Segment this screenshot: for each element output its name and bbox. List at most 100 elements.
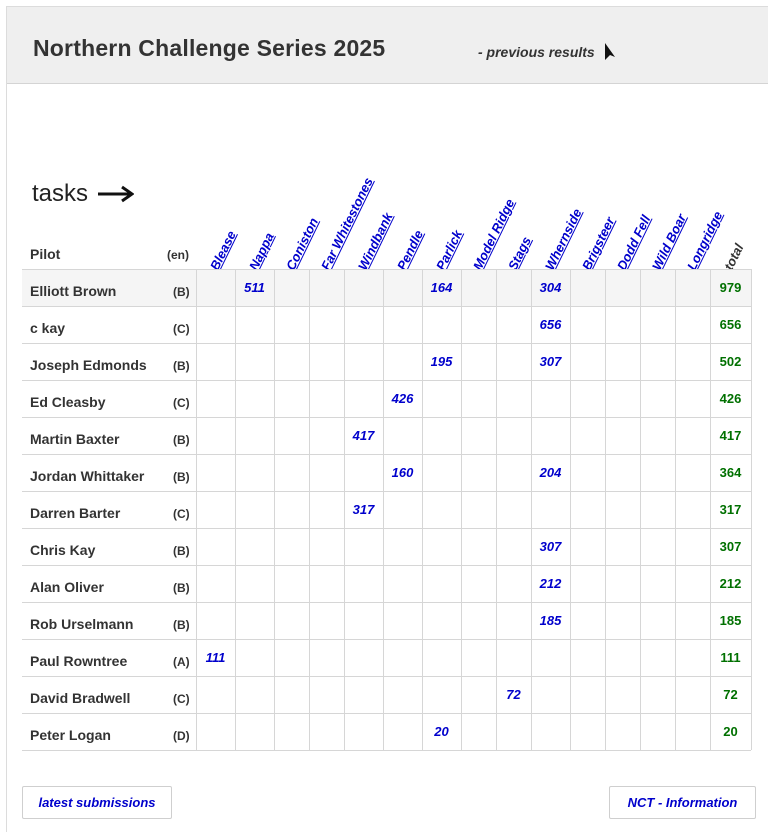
task-score[interactable]: 204 [539,465,562,480]
pilot-class: (C) [173,692,190,706]
grid-column-divider [383,269,384,750]
pilot-total: 111 [720,650,741,665]
pilot-name: Darren Barter [30,505,121,521]
pilot-class: (B) [173,470,190,484]
page-title: Northern Challenge Series 2025 [33,35,386,61]
grid-column-divider [751,269,752,750]
task-score[interactable]: 72 [506,687,521,702]
class-column-header: (en) [167,248,189,262]
table-row: Paul Rowntree (A) 111 111 [22,639,751,676]
task-score[interactable]: 417 [352,428,375,443]
task-score[interactable]: 195 [430,354,453,369]
grid-row-divider [22,269,751,270]
pointer-arrow-icon[interactable] [603,43,616,60]
grid-column-divider [196,269,197,750]
table-row: Martin Baxter (B) 417 417 [22,417,751,454]
table-row: Chris Kay (B) 307 307 [22,528,751,565]
table-row: Darren Barter (C) 317 317 [22,491,751,528]
pilot-total: 185 [719,613,742,628]
pilot-class: (B) [173,285,190,299]
table-row: Alan Oliver (B) 212 212 [22,565,751,602]
pilot-name: Paul Rowntree [30,653,128,669]
pilot-total: 307 [719,539,742,554]
grid-row-divider [22,491,751,492]
grid-column-divider [710,269,711,750]
table-row: Jordan Whittaker (B) 160 204 364 [22,454,751,491]
grid-row-divider [22,343,751,344]
grid-row-divider [22,528,751,529]
pilot-class: (B) [173,581,190,595]
pilot-class: (C) [173,322,190,336]
results-table: Elliott Brown (B) 511 164 304 979 c kay (C) 656 6… [22,269,752,751]
table-row: David Bradwell (C) 72 72 [22,676,751,713]
table-row: Elliott Brown (B) 511 164 304 979 [22,269,751,306]
task-score[interactable]: 111 [205,650,226,665]
pilot-name: Chris Kay [30,542,96,558]
grid-row-divider [22,380,751,381]
pilot-name: c kay [30,320,66,336]
pilot-total: 656 [719,317,742,332]
table-row: c kay (C) 656 656 [22,306,751,343]
pilot-total: 317 [719,502,742,517]
grid-row-divider [22,713,751,714]
task-score[interactable]: 20 [434,724,449,739]
pilot-column-header: Pilot [30,246,61,262]
pilot-name: Joseph Edmonds [30,357,147,373]
task-score[interactable]: 304 [539,280,562,295]
pilot-class: (C) [173,396,190,410]
grid-column-divider [640,269,641,750]
grid-column-divider [605,269,606,750]
pilot-name: Martin Baxter [30,431,120,447]
task-score[interactable]: 426 [391,391,414,406]
task-score[interactable]: 317 [352,502,375,517]
grid-row-divider [22,565,751,566]
grid-column-divider [570,269,571,750]
pilot-total: 20 [723,724,738,739]
tasks-label: tasks [32,180,89,207]
pilot-name: David Bradwell [30,690,131,706]
pilot-name: Alan Oliver [30,579,104,595]
right-arrow-icon [98,185,134,203]
task-score[interactable]: 164 [430,280,453,295]
pilot-total: 979 [719,280,742,295]
pilot-name: Peter Logan [30,727,111,743]
task-score[interactable]: 185 [539,613,562,628]
pilot-name: Jordan Whittaker [30,468,145,484]
task-score[interactable]: 307 [539,539,562,554]
grid-row-divider [22,639,751,640]
table-row: Rob Urselmann (B) 185 185 [22,602,751,639]
grid-column-divider [309,269,310,750]
grid-row-divider [22,417,751,418]
grid-row-divider [22,750,751,751]
pilot-name: Elliott Brown [30,283,117,299]
task-score[interactable]: 307 [539,354,562,369]
task-score[interactable]: 212 [539,576,562,591]
grid-row-divider [22,676,751,677]
pilot-class: (B) [173,544,190,558]
previous-results-link[interactable]: - previous results [478,44,595,60]
table-row: Joseph Edmonds (B) 195 307 502 [22,343,751,380]
grid-column-divider [675,269,676,750]
task-score[interactable]: 656 [539,317,562,332]
page-frame [6,6,768,832]
pilot-total: 502 [719,354,742,369]
pilot-class: (B) [173,618,190,632]
pilot-class: (B) [173,433,190,447]
pilot-total: 212 [719,576,742,591]
nct-information-button[interactable]: NCT - Information [609,786,756,819]
grid-column-divider [496,269,497,750]
pilot-total: 426 [719,391,742,406]
table-row: Ed Cleasby (C) 426 426 [22,380,751,417]
pilot-class: (B) [173,359,190,373]
pilot-class: (A) [173,655,190,669]
pilot-total: 72 [723,687,738,702]
task-score[interactable]: 160 [391,465,414,480]
latest-submissions-button[interactable]: latest submissions [22,786,172,819]
grid-column-divider [235,269,236,750]
grid-column-divider [461,269,462,750]
grid-row-divider [22,306,751,307]
pilot-total: 417 [719,428,742,443]
grid-column-divider [422,269,423,750]
task-score[interactable]: 511 [244,280,265,295]
grid-column-divider [344,269,345,750]
